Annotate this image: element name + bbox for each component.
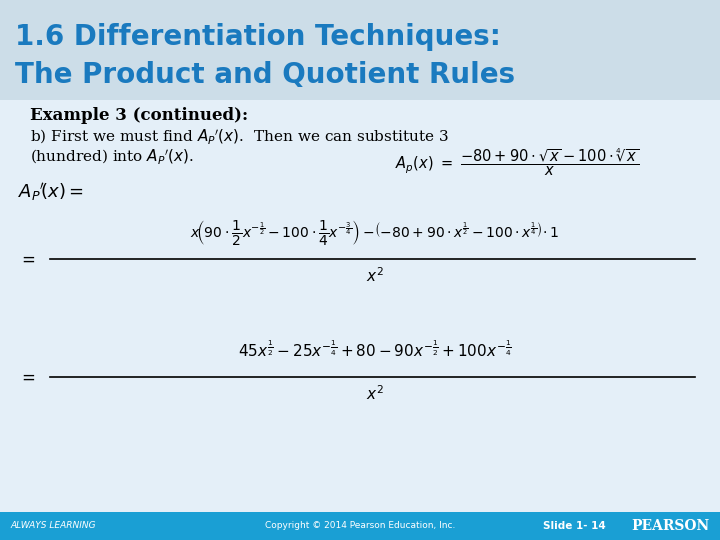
Text: $45x^{\frac{1}{2}}-25x^{-\frac{1}{4}}+80-90x^{-\frac{1}{2}}+100x^{-\frac{1}{4}}$: $45x^{\frac{1}{2}}-25x^{-\frac{1}{4}}+80… [238,340,512,361]
Text: The Product and Quotient Rules: The Product and Quotient Rules [15,61,515,89]
Text: 1.6 Differentiation Techniques:: 1.6 Differentiation Techniques: [15,23,501,51]
Text: b) First we must find $A_P{}'(x)$.  Then we can substitute 3: b) First we must find $A_P{}'(x)$. Then … [30,127,449,146]
Circle shape [445,45,595,195]
Text: $A_P{}'\!\left(x\right)=$: $A_P{}'\!\left(x\right)=$ [18,181,84,203]
Text: ALWAYS LEARNING: ALWAYS LEARNING [10,522,96,530]
Circle shape [570,30,720,210]
Text: (hundred) into $A_P{}'(x)$.: (hundred) into $A_P{}'(x)$. [30,147,194,166]
Text: Copyright © 2014 Pearson Education, Inc.: Copyright © 2014 Pearson Education, Inc. [265,522,455,530]
Text: Slide 1- 14: Slide 1- 14 [543,521,606,531]
Text: Example 3 (continued):: Example 3 (continued): [30,107,248,125]
Text: $x^2$: $x^2$ [366,267,384,285]
Text: $=$: $=$ [18,251,35,267]
Bar [0,100,720,512]
Text: $=$: $=$ [18,368,35,386]
Text: $x^2$: $x^2$ [366,384,384,403]
Bar [0,0,720,100]
Text: $x\!\left(90\cdot\dfrac{1}{2}x^{-\frac{1}{2}}-100\cdot\dfrac{1}{4}x^{-\frac{3}{4: $x\!\left(90\cdot\dfrac{1}{2}x^{-\frac{1… [190,219,559,247]
Text: PEARSON: PEARSON [631,519,710,533]
Bar [0,512,720,540]
Circle shape [470,10,720,290]
Text: $A_p(x) \ = \ \dfrac{-80+90\cdot\sqrt{x}-100\cdot\sqrt[4]{x}}{x}$: $A_p(x) \ = \ \dfrac{-80+90\cdot\sqrt{x}… [395,146,639,178]
